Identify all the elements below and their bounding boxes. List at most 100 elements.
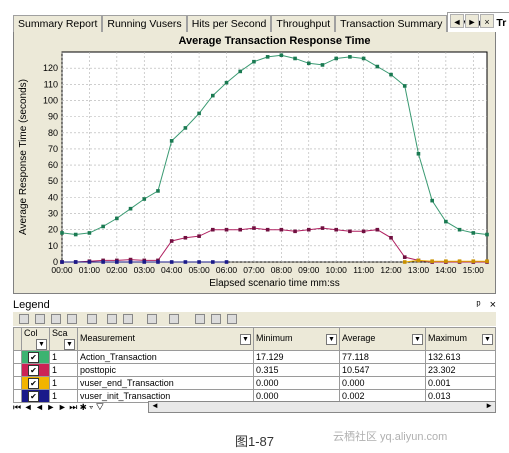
series-color-cell[interactable]: ✔ [21,376,50,390]
tab-1[interactable]: Running Vusers [102,15,187,32]
watermark: 云栖社区 yq.aliyun.com [333,431,448,443]
properties-icon[interactable] [147,314,157,324]
x-axis-label: Elapsed scenario time mm:ss [209,278,340,289]
figure-caption: 图1-87 [234,434,275,449]
record-navigator[interactable]: ⏮ ◄ ◄ ► ► ⏭ ✱ ▿ ▽ [13,401,496,413]
x-tick-label: 06:00 [216,265,238,275]
data-point [361,56,366,61]
data-point [457,227,462,232]
x-tick-label: 01:00 [79,265,101,275]
column-header-maximum[interactable]: Maximum ▼ [425,327,496,351]
measurement-cell: posttopic [77,363,254,377]
data-point [348,229,352,234]
scale-cell: 1 [49,350,78,364]
data-point [485,232,489,237]
data-point [457,259,462,263]
row-selector[interactable] [13,350,22,364]
minimum-cell: 0.000 [253,376,340,390]
tab-3[interactable]: Throughput [271,15,336,32]
series-color-cell[interactable]: ✔ [21,389,50,403]
tab-scroll-right-button[interactable]: ► [465,14,479,28]
export-icon[interactable] [169,314,179,324]
data-point [60,231,64,235]
data-point [169,139,174,143]
data-point [444,259,448,263]
filter-icon[interactable] [87,314,97,324]
legend-row[interactable]: ✔ 1 Action_Transaction 17.129 77.118 132.613 [13,350,496,364]
data-point [252,226,256,230]
data-point [279,227,284,232]
scale-cell: 1 [49,363,78,377]
data-point [306,227,311,232]
tab-2[interactable]: Hits per Second [186,15,272,32]
data-point [101,260,105,264]
series-visible-checkbox[interactable]: ✔ [28,377,39,389]
plot-area [61,51,488,263]
column-header-measurement[interactable]: Measurement ▼ [77,327,254,351]
row-selector-header [13,327,22,351]
y-tick-label: 90 [48,112,58,122]
close-legend-icon[interactable]: × [489,298,496,311]
x-tick-label: 11:00 [353,265,374,275]
y-tick-label: 60 [48,160,58,170]
scroll-right-arrow[interactable]: ► [485,401,493,410]
column-header-average[interactable]: Average ▼ [339,327,426,351]
series-visible-checkbox[interactable]: ✔ [28,351,39,363]
data-point [293,229,297,234]
x-tick-label: 12:00 [380,265,402,275]
data-point [142,197,147,201]
data-point [211,260,215,264]
legend-row[interactable]: ✔ 1 vuser_end_Transaction 0.000 0.000 0.001 [13,376,496,390]
data-point [87,260,92,264]
x-tick-label: 05:00 [188,265,210,275]
column-header-col[interactable]: Col ▼ [21,327,50,351]
data-point [320,63,325,67]
data-point [169,260,174,264]
legend-row[interactable]: ✔ 1 posttopic 0.315 10.547 23.302 [13,363,496,377]
row-selector[interactable] [13,376,22,390]
data-point [485,259,489,263]
data-point [252,59,256,64]
y-tick-label: 10 [48,241,58,251]
hide-icon[interactable] [51,314,61,324]
data-point [265,227,270,232]
data-point [156,260,160,264]
show-icon[interactable] [35,314,45,324]
data-point [128,206,133,211]
data-point [334,227,338,232]
measurement-cell: vuser_end_Transaction [77,376,254,390]
column-header-minimum[interactable]: Minimum ▼ [253,327,340,351]
horizontal-scrollbar[interactable]: ◄ ► [148,401,496,413]
group-icon[interactable] [227,314,237,324]
tab-4[interactable]: Transaction Summary [335,15,448,32]
close-graph-button[interactable]: × [480,14,494,28]
series-color-cell[interactable]: ✔ [21,350,50,364]
link-icon[interactable] [67,314,77,324]
edit-icon[interactable] [107,314,117,324]
configure-icon[interactable] [19,314,29,324]
record-nav-buttons[interactable]: ⏮ ◄ ◄ ► ► ⏭ ✱ ▿ ▽ [13,401,104,412]
series-color-cell[interactable]: ✔ [21,363,50,377]
data-point [73,232,78,237]
data-point [348,55,352,59]
series-visible-checkbox[interactable]: ✔ [28,390,39,402]
sort-desc-icon[interactable] [211,314,221,324]
chart-icon[interactable] [123,314,133,324]
y-tick-label: 30 [48,209,58,219]
data-point [128,260,133,264]
series-visible-checkbox[interactable]: ✔ [28,364,39,376]
chart-panel: Average Transaction Response Time 0 10 20 30… [13,32,496,294]
x-tick-label: 04:00 [161,265,183,275]
tab-0[interactable]: Summary Report [13,15,103,32]
data-point [320,226,325,230]
data-point [416,258,421,263]
sort-asc-icon[interactable] [195,314,205,324]
column-header-scale[interactable]: Sca ▼ [49,327,78,351]
tab-scroll-left-button[interactable]: ◄ [450,14,464,28]
row-selector[interactable] [13,363,22,377]
x-tick-label: 09:00 [298,265,320,275]
pin-icon[interactable]: ᵖ [476,298,481,311]
minimum-cell: 0.315 [253,363,340,377]
scroll-left-arrow[interactable]: ◄ [151,401,159,410]
legend-row[interactable]: ✔ 1 vuser_init_Transaction 0.000 0.002 0.013 [13,389,496,403]
